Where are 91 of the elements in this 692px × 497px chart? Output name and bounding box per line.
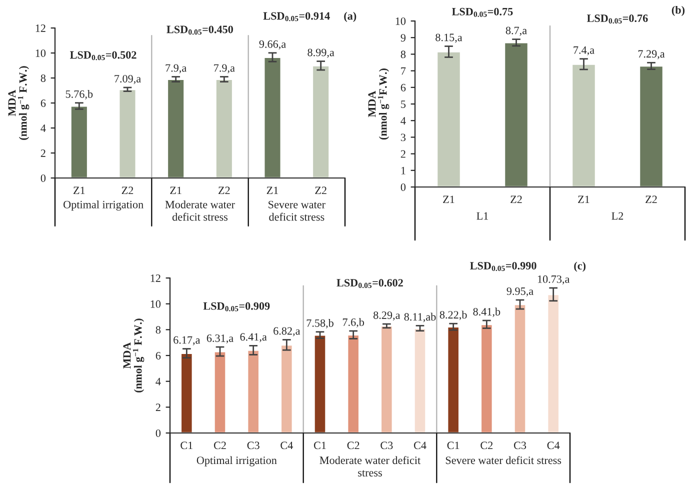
y-tick-label: 0 — [400, 183, 406, 191]
y-tick-label: 5 — [401, 100, 406, 108]
data-label: 7.4,a — [574, 46, 594, 56]
annotation: LSD$_{0.05}$=0.909 — [203, 302, 270, 312]
y-tick-label: 2 — [156, 404, 160, 412]
x-tick-label: C4 — [414, 442, 426, 450]
x-tick-label: C1 — [314, 442, 326, 450]
text: Moderate water deficit stress — [165, 200, 235, 221]
x-tick-label: Z2 — [218, 186, 230, 194]
y-tick-label: 4 — [40, 124, 46, 132]
text: L1 — [476, 212, 488, 220]
y-tick-label: 10 — [396, 17, 406, 25]
text: Optimal irrigation — [64, 200, 144, 211]
data-label: 6.82,a — [274, 327, 300, 336]
x-tick-label: C1 — [447, 442, 460, 450]
y-tick-label: 6 — [40, 99, 46, 107]
y-tick-label: 10 — [36, 49, 46, 57]
y-axis-title: MDA (nmol g$^{−1}$F.W.) — [368, 68, 390, 140]
data-label: 8.11,ab — [404, 312, 436, 322]
data-label: 8.29,a — [374, 311, 400, 321]
data-label: 7.6,b — [342, 318, 364, 328]
x-tick-label: C3 — [514, 442, 526, 450]
y-tick-label: 10 — [150, 300, 161, 308]
data-label: 8.41,b — [473, 308, 500, 318]
x-tick-label: Z2 — [646, 196, 657, 204]
y-tick-label: 2 — [400, 150, 406, 158]
y-tick-label: 0 — [156, 429, 161, 437]
data-label: 6.31,a — [206, 334, 234, 344]
y-axis-title: MDA (nmol g$^{−1}$ F.W.) — [8, 66, 30, 140]
y-tick-label: 6 — [400, 84, 406, 92]
y-tick-label: 12 — [36, 24, 46, 32]
y-tick-label: 8 — [156, 326, 161, 334]
x-tick-label: Z1 — [443, 196, 454, 204]
x-tick-label: C3 — [380, 442, 393, 450]
data-label: 6.17,a — [174, 336, 200, 346]
text: Moderate water deficit stress — [320, 456, 421, 476]
text: (c) — [574, 262, 586, 272]
annotation: LSD$_{0.05}$=0.76 — [586, 14, 648, 24]
x-tick-label: Z1 — [74, 186, 85, 194]
x-tick-label: C4 — [280, 442, 293, 450]
y-tick-label: 8 — [40, 74, 46, 82]
text: Optimal irrigation — [196, 456, 277, 466]
y-tick-label: 4 — [156, 378, 161, 386]
data-label: 7.29,a — [638, 50, 665, 60]
data-label: 9.66,a — [259, 40, 286, 50]
text: Severe water deficit stress — [268, 200, 326, 221]
x-tick-label: Z1 — [266, 186, 278, 194]
y-tick-label: 4 — [400, 117, 406, 124]
x-tick-label: C1 — [180, 442, 192, 450]
data-label: 8.22,b — [440, 310, 467, 320]
data-label: 8.99,a — [308, 48, 334, 58]
y-tick-label: 2 — [40, 149, 46, 157]
x-tick-label: Z2 — [122, 186, 134, 194]
y-tick-label: 8 — [400, 50, 406, 58]
y-axis-title: MDA (nmol g$^{−1}$ F.W.) — [123, 318, 144, 392]
y-tick-label: 0 — [40, 174, 46, 182]
text: LSD$_{0.05}$=0.75 — [452, 8, 513, 17]
x-tick-label: C2 — [347, 442, 360, 450]
data-label: 7.58,b — [306, 319, 334, 328]
x-tick-label: C4 — [547, 442, 560, 450]
text: Severe water deficit stress — [446, 456, 562, 464]
data-label: 5.76,b — [66, 90, 93, 100]
data-label: 6.41,a — [240, 333, 267, 342]
data-label: 7.9,a — [166, 64, 186, 74]
data-label: 7.9,a — [214, 64, 235, 74]
text: (b) — [672, 6, 685, 16]
x-tick-label: Z1 — [578, 196, 590, 204]
text: LSD$_{0.05}$=0.990 — [470, 262, 536, 272]
x-tick-label: C2 — [480, 442, 493, 450]
y-tick-label: 12 — [150, 274, 160, 282]
annotation: LSD$_{0.05}$=0.502 — [70, 51, 136, 60]
x-tick-label: C3 — [247, 442, 260, 450]
text: LSD$_{0.05}$=0.914 — [263, 12, 330, 22]
annotation: LSD$_{0.05}$=0.602 — [336, 279, 403, 288]
data-label: 9.95,a — [506, 287, 534, 297]
annotation: LSD$_{0.05}$=0.450 — [166, 26, 233, 35]
y-tick-label: 9 — [400, 34, 406, 42]
y-tick-label: 6 — [156, 352, 161, 360]
data-label: 8.15,a — [436, 34, 462, 43]
data-label: 7.09,a — [114, 74, 141, 84]
x-tick-label: C2 — [214, 442, 226, 450]
y-tick-label: 1 — [401, 166, 406, 174]
data-label: 8.7,a — [506, 26, 527, 36]
x-tick-label: Z2 — [510, 196, 522, 204]
y-tick-label: 7 — [401, 67, 406, 75]
data-label: 10.73,a — [538, 275, 570, 285]
x-tick-label: Z1 — [170, 186, 182, 194]
y-tick-label: 3 — [400, 134, 406, 142]
text: L2 — [612, 212, 624, 220]
text: (a) — [344, 12, 356, 22]
x-tick-label: Z2 — [315, 186, 326, 194]
